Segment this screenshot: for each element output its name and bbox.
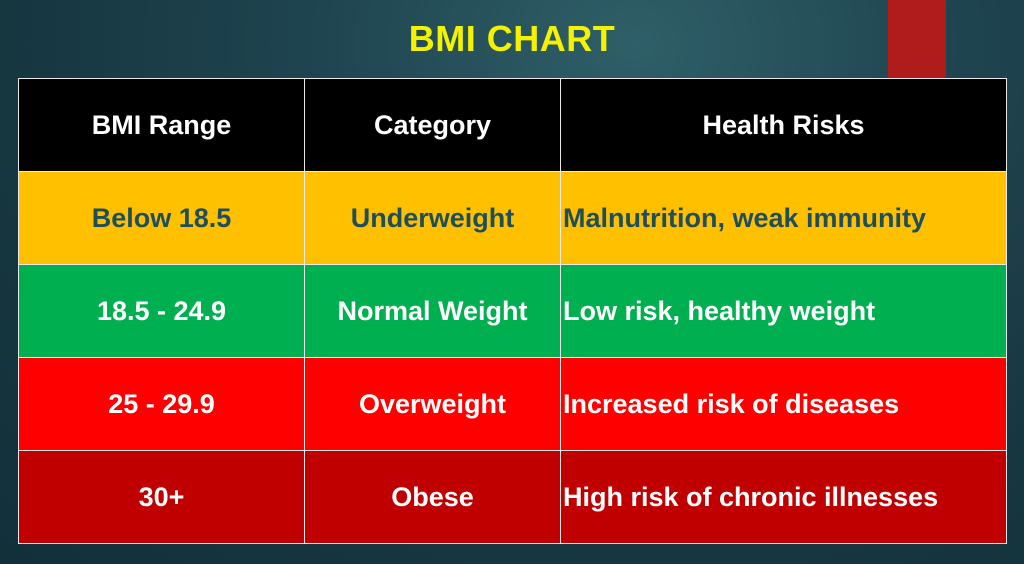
table-header-row: BMI Range Category Health Risks bbox=[18, 78, 1007, 172]
table-row-overweight: 25 - 29.9 Overweight Increased risk of d… bbox=[18, 357, 1007, 451]
health-risk-cell: Malnutrition, weak immunity bbox=[560, 171, 1007, 265]
health-risk-cell: Low risk, healthy weight bbox=[560, 264, 1007, 358]
column-header-category: Category bbox=[304, 78, 561, 172]
bmi-range-cell: 25 - 29.9 bbox=[18, 357, 305, 451]
page-title: BMI CHART bbox=[408, 18, 616, 59]
bmi-range-cell: 30+ bbox=[18, 450, 305, 544]
column-header-bmi-range: BMI Range bbox=[18, 78, 305, 172]
health-risk-cell: High risk of chronic illnesses bbox=[560, 450, 1007, 544]
bmi-range-cell: 18.5 - 24.9 bbox=[18, 264, 305, 358]
category-cell: Obese bbox=[304, 450, 561, 544]
table-row-underweight: Below 18.5 Underweight Malnutrition, wea… bbox=[18, 171, 1007, 265]
column-header-health-risks: Health Risks bbox=[560, 78, 1007, 172]
accent-bar bbox=[888, 0, 946, 78]
bmi-table: BMI Range Category Health Risks Below 18… bbox=[18, 78, 1007, 544]
table-row-normal-weight: 18.5 - 24.9 Normal Weight Low risk, heal… bbox=[18, 264, 1007, 358]
bmi-range-cell: Below 18.5 bbox=[18, 171, 305, 265]
table-row-obese: 30+ Obese High risk of chronic illnesses bbox=[18, 450, 1007, 544]
category-cell: Underweight bbox=[304, 171, 561, 265]
category-cell: Normal Weight bbox=[304, 264, 561, 358]
health-risk-cell: Increased risk of diseases bbox=[560, 357, 1007, 451]
category-cell: Overweight bbox=[304, 357, 561, 451]
